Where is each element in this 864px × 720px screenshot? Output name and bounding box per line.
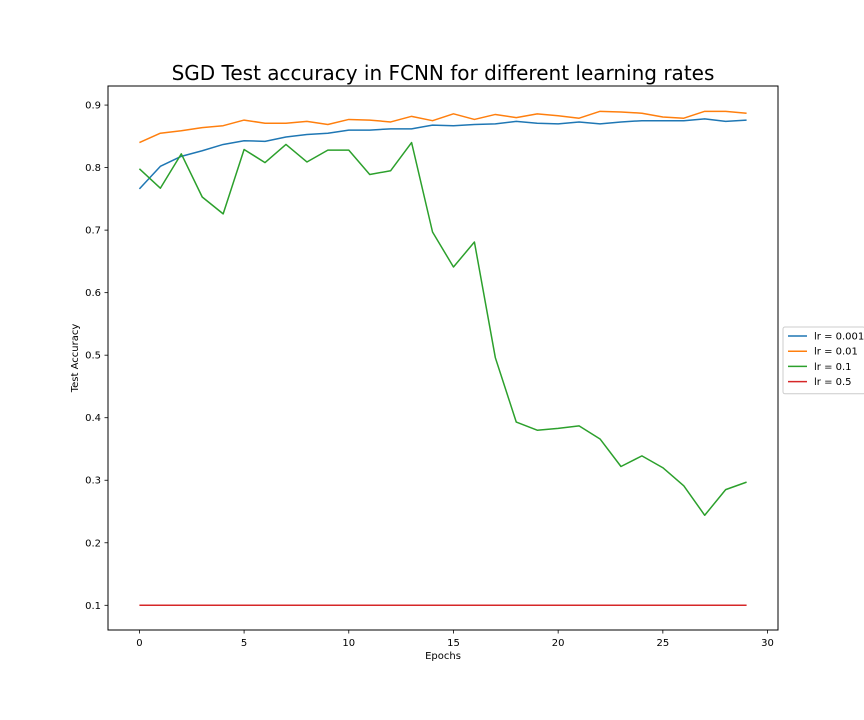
series-line-0 [138,118,747,190]
x-tick-label: 20 [552,638,565,649]
axes-frame [107,85,779,631]
series-line-2 [138,141,747,517]
x-tick-label: 5 [241,638,247,649]
y-tick-label: 0.7 [85,226,101,237]
legend-box [782,326,864,395]
x-axis-label: Epochs [425,651,461,662]
y-tick-label: 0.9 [85,101,101,112]
y-tick-label: 0.4 [85,413,101,424]
legend: lr = 0.001 lr = 0.01 lr = 0.1 lr = 0.5 [782,326,864,395]
y-tick-label: 0.5 [85,351,101,362]
x-tick-label: 0 [136,638,142,649]
x-ticks: 0 5 10 15 20 25 30 [136,630,774,649]
legend-label-2: lr = 0.1 [814,362,852,373]
legend-label-3: lr = 0.5 [814,377,852,388]
y-tick-label: 0.6 [85,288,101,299]
y-tick-label: 0.8 [85,163,101,174]
y-tick-label: 0.2 [85,538,101,549]
y-ticks: 0.1 0.2 0.3 0.4 0.5 0.6 0.7 0.8 0.9 [85,101,108,612]
chart-title: SGD Test accuracy in FCNN for different … [172,61,715,85]
x-tick-label: 15 [447,638,460,649]
y-tick-label: 0.1 [85,601,101,612]
x-tick-label: 25 [656,638,669,649]
x-tick-label: 30 [761,638,774,649]
legend-label-1: lr = 0.01 [814,347,858,358]
series-line-1 [139,110,747,144]
series-layer [138,110,747,607]
y-axis-label: Test Accuracy [70,324,81,394]
x-tick-label: 10 [342,638,355,649]
y-tick-label: 0.3 [85,476,101,487]
legend-label-0: lr = 0.001 [814,332,864,343]
